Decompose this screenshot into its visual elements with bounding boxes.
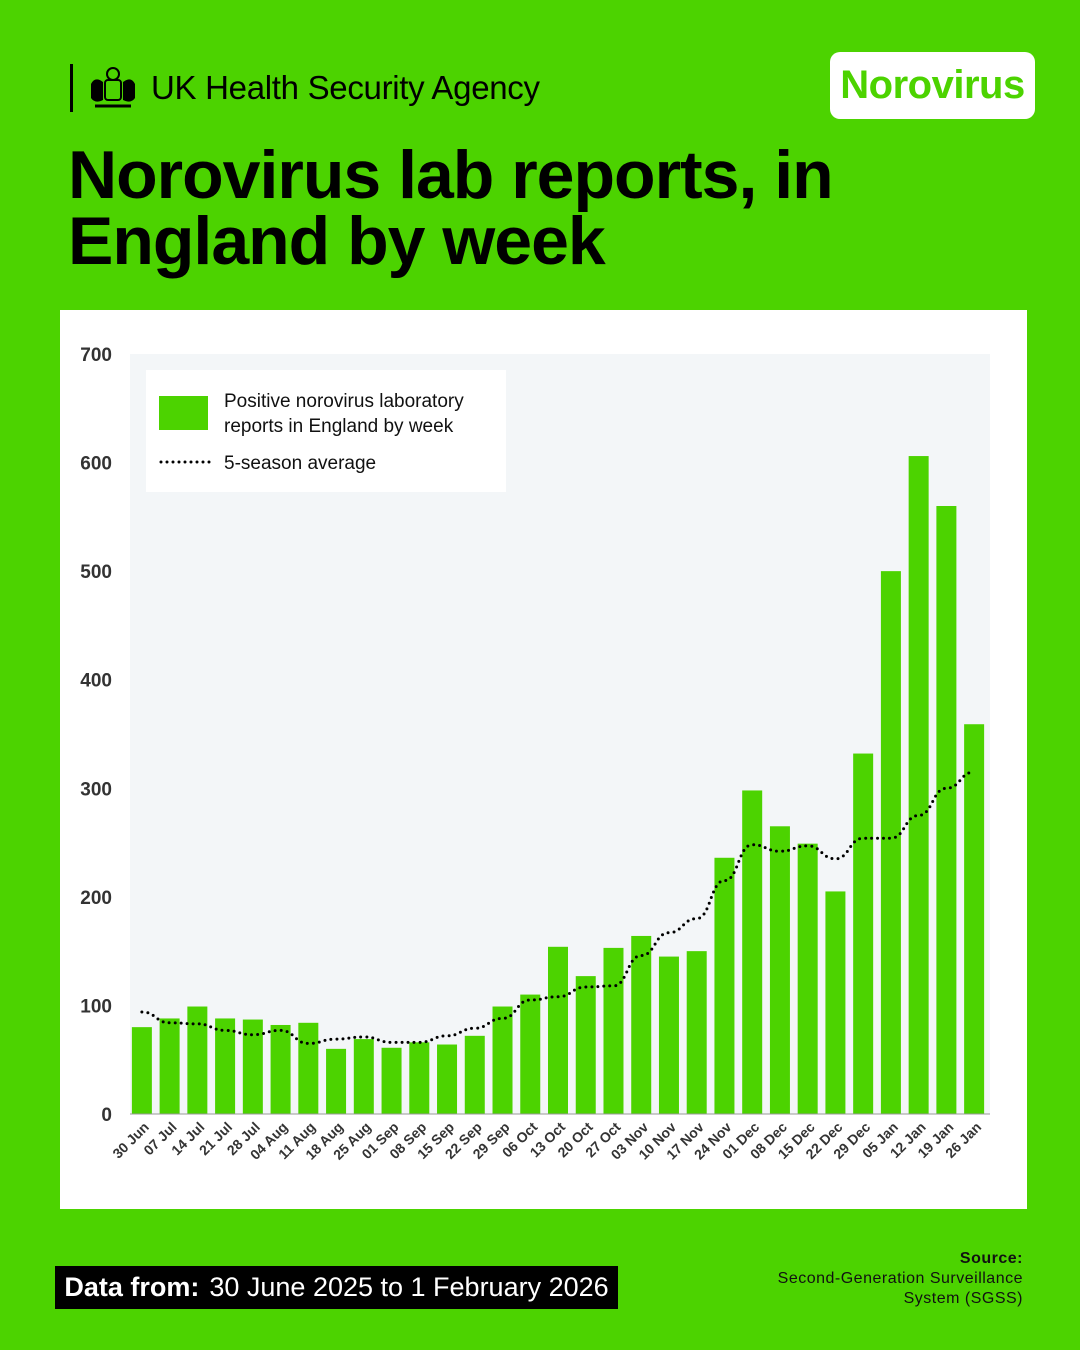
legend-label-bars-2: reports in England by week <box>224 416 454 437</box>
date-range: Data from: 30 June 2025 to 1 February 20… <box>55 1266 618 1309</box>
y-tick-label: 400 <box>80 671 112 692</box>
bar <box>686 951 707 1114</box>
bar <box>520 994 541 1114</box>
chart-panel: 0 100 200 300 400 500 600 700 30 Jun 07 Jul 14 Jul… <box>60 310 1027 1209</box>
bar <box>908 456 929 1114</box>
y-tick-label: 0 <box>101 1105 112 1126</box>
logo-divider <box>70 64 73 112</box>
average-line <box>140 770 976 1045</box>
bar <box>825 891 846 1114</box>
date-range-label: Data from: <box>64 1272 200 1302</box>
y-tick-label: 700 <box>80 345 112 366</box>
bar <box>548 946 568 1114</box>
y-tick-label: 100 <box>80 996 112 1017</box>
bar <box>964 724 985 1114</box>
y-tick-label: 300 <box>80 779 112 800</box>
bar <box>575 976 596 1114</box>
legend <box>146 370 506 492</box>
bar <box>242 1019 263 1114</box>
bar <box>797 843 818 1114</box>
bar <box>270 1024 291 1114</box>
bar <box>464 1035 485 1114</box>
y-tick-label: 600 <box>80 454 112 475</box>
bar <box>769 826 790 1114</box>
date-range-value: 30 June 2025 to 1 February 2026 <box>209 1272 609 1302</box>
royal-crest-icon <box>91 67 135 108</box>
bar <box>603 947 624 1114</box>
bar <box>658 956 679 1114</box>
legend-label-average: 5-season average <box>224 453 376 474</box>
y-tick-label: 500 <box>80 562 112 583</box>
topic-badge: Norovirus <box>830 52 1035 119</box>
x-tick-label: 30 Jun <box>109 1119 152 1162</box>
page-title: Norovirus lab reports, in England by wee… <box>68 137 834 279</box>
bar <box>437 1044 458 1114</box>
y-tick-label: 200 <box>80 888 112 909</box>
source-note: Source: Second-Generation Surveillance S… <box>778 1249 1023 1309</box>
org-name: UK Health Security Agency <box>151 69 540 106</box>
source-label: Source: <box>959 1250 1023 1267</box>
legend-bar-swatch <box>159 396 208 430</box>
bar <box>381 1047 402 1114</box>
bar <box>326 1048 347 1114</box>
source-line-1: Second-Generation Surveillance <box>777 1270 1023 1287</box>
bar <box>353 1039 374 1114</box>
bar <box>492 1006 513 1114</box>
bar <box>187 1006 208 1114</box>
bar <box>880 571 901 1114</box>
source-line-2: System (SGSS) <box>903 1290 1023 1307</box>
org-logo: UK Health Security Agency <box>70 64 540 112</box>
bar <box>936 506 957 1114</box>
bar <box>131 1027 152 1114</box>
bar <box>215 1018 236 1114</box>
bar <box>298 1022 319 1114</box>
bar <box>742 790 763 1114</box>
bar <box>409 1042 430 1114</box>
legend-label-bars: Positive norovirus laboratory <box>224 391 464 412</box>
bar <box>853 753 874 1114</box>
bar <box>159 1018 180 1114</box>
bar <box>714 857 735 1114</box>
bar <box>631 935 652 1114</box>
